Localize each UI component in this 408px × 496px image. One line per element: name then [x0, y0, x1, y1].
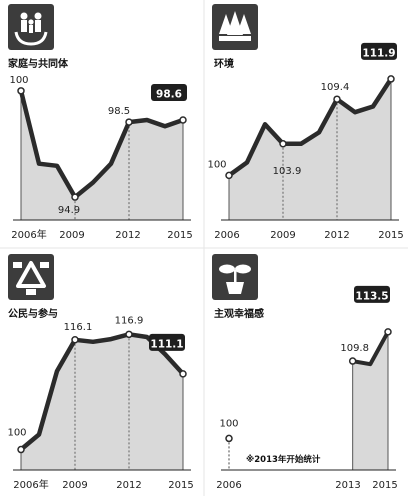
chart-panel: 公民与参与 100 116.1 116.9 111.1 2006年 2009 2012 2015: [7, 254, 194, 491]
data-point: [125, 118, 133, 126]
value-badge: [354, 285, 390, 303]
x-tick-label: 2006年: [13, 478, 48, 491]
data-point: [71, 193, 79, 201]
person-body: [35, 20, 41, 32]
x-tick-label: 2009: [59, 230, 84, 241]
area-fill: [352, 331, 388, 470]
footnote: ※2013年开始统计: [246, 454, 321, 465]
data-point: [179, 116, 187, 124]
person-head: [34, 12, 42, 20]
area-fill: [21, 90, 183, 220]
data-point: [279, 140, 287, 148]
x-tick-label: 2015: [372, 480, 397, 491]
x-tick-label: 2012: [115, 230, 140, 241]
data-label: 100: [207, 159, 226, 170]
child-body: [29, 25, 33, 33]
data-label: 100: [219, 418, 238, 429]
hand-shape: [26, 289, 36, 295]
family-icon: [14, 12, 48, 46]
value-badge-text: 98.6: [156, 89, 182, 101]
pot-shape: [226, 282, 244, 294]
x-tick-label: 2006: [216, 480, 241, 491]
x-tick-label: 2012: [116, 480, 141, 491]
data-label: 94.9: [58, 205, 80, 216]
ground-shape: [219, 36, 251, 41]
data-point: [71, 336, 79, 344]
data-point: [225, 171, 233, 180]
data-label: 116.9: [115, 315, 144, 326]
chart-panel: 家庭与共同体 100 94.9 98.5 98.6 2006年 2009 2012 2015: [8, 4, 193, 241]
x-tick-label: 2012: [324, 230, 349, 241]
value-badge-text: 111.9: [362, 47, 395, 59]
x-tick-label: 2006年: [11, 228, 46, 241]
hand-shape: [13, 262, 22, 268]
trees-icon: [219, 11, 251, 41]
chart-title: 主观幸福感: [214, 307, 264, 320]
person-body: [21, 20, 27, 32]
chart-title: 环境: [214, 57, 234, 70]
x-tick-label: 2009: [62, 480, 87, 491]
data-label: 98.5: [108, 106, 130, 117]
tree-shape: [237, 14, 251, 34]
value-badge: [149, 333, 185, 351]
data-point: [333, 95, 341, 103]
value-badge: [361, 42, 397, 60]
data-point: [179, 370, 187, 378]
data-point: [17, 445, 25, 454]
series-line: [226, 76, 394, 178]
chart-title: 家庭与共同体: [8, 57, 69, 70]
x-tick-label: 2015: [378, 230, 403, 241]
x-tick-label: 2015: [168, 480, 193, 491]
data-point: [125, 330, 133, 339]
x-tick-label: 2015: [167, 230, 192, 241]
leaf-shape: [235, 264, 251, 274]
value-badge: [151, 84, 187, 101]
person-head: [20, 12, 28, 20]
sprout-icon: [219, 264, 251, 294]
stem-shape: [234, 270, 237, 282]
data-label: 100: [9, 75, 28, 86]
value-badge-text: 111.1: [150, 338, 183, 350]
leaf-shape: [219, 264, 235, 274]
data-point: [348, 357, 357, 365]
data-label: 116.1: [64, 322, 93, 333]
series-line: [18, 88, 186, 200]
data-label: 109.8: [340, 343, 369, 354]
x-tick-label: 2006: [214, 230, 239, 241]
data-point: [225, 434, 233, 443]
x-tick-label: 2009: [270, 230, 295, 241]
data-label: 109.4: [321, 82, 350, 93]
data-point: [384, 328, 392, 336]
data-label: 103.9: [273, 166, 302, 177]
data-point: [17, 87, 25, 95]
value-badge-text: 113.5: [355, 290, 388, 302]
area-fill: [229, 78, 391, 221]
chart-panel: 环境 100 103.9 109.4 111.9 2006 2009 2012 2015: [207, 4, 404, 241]
chart-panel: 主观幸福感 100 109.8 113.5 2006 2013 2015 ※2013年开始统计: [212, 254, 398, 491]
area-fill: [21, 334, 183, 470]
data-point: [387, 75, 395, 83]
series-line: [350, 329, 390, 367]
recycle-hands-icon: [13, 261, 49, 295]
x-tick-label: 2013: [335, 480, 360, 491]
data-label: 100: [7, 428, 26, 439]
child-head: [28, 19, 34, 25]
chart-title: 公民与参与: [8, 307, 58, 320]
hand-shape: [40, 262, 49, 268]
triangle-arrows: [16, 261, 46, 288]
hands-shape: [14, 31, 48, 46]
